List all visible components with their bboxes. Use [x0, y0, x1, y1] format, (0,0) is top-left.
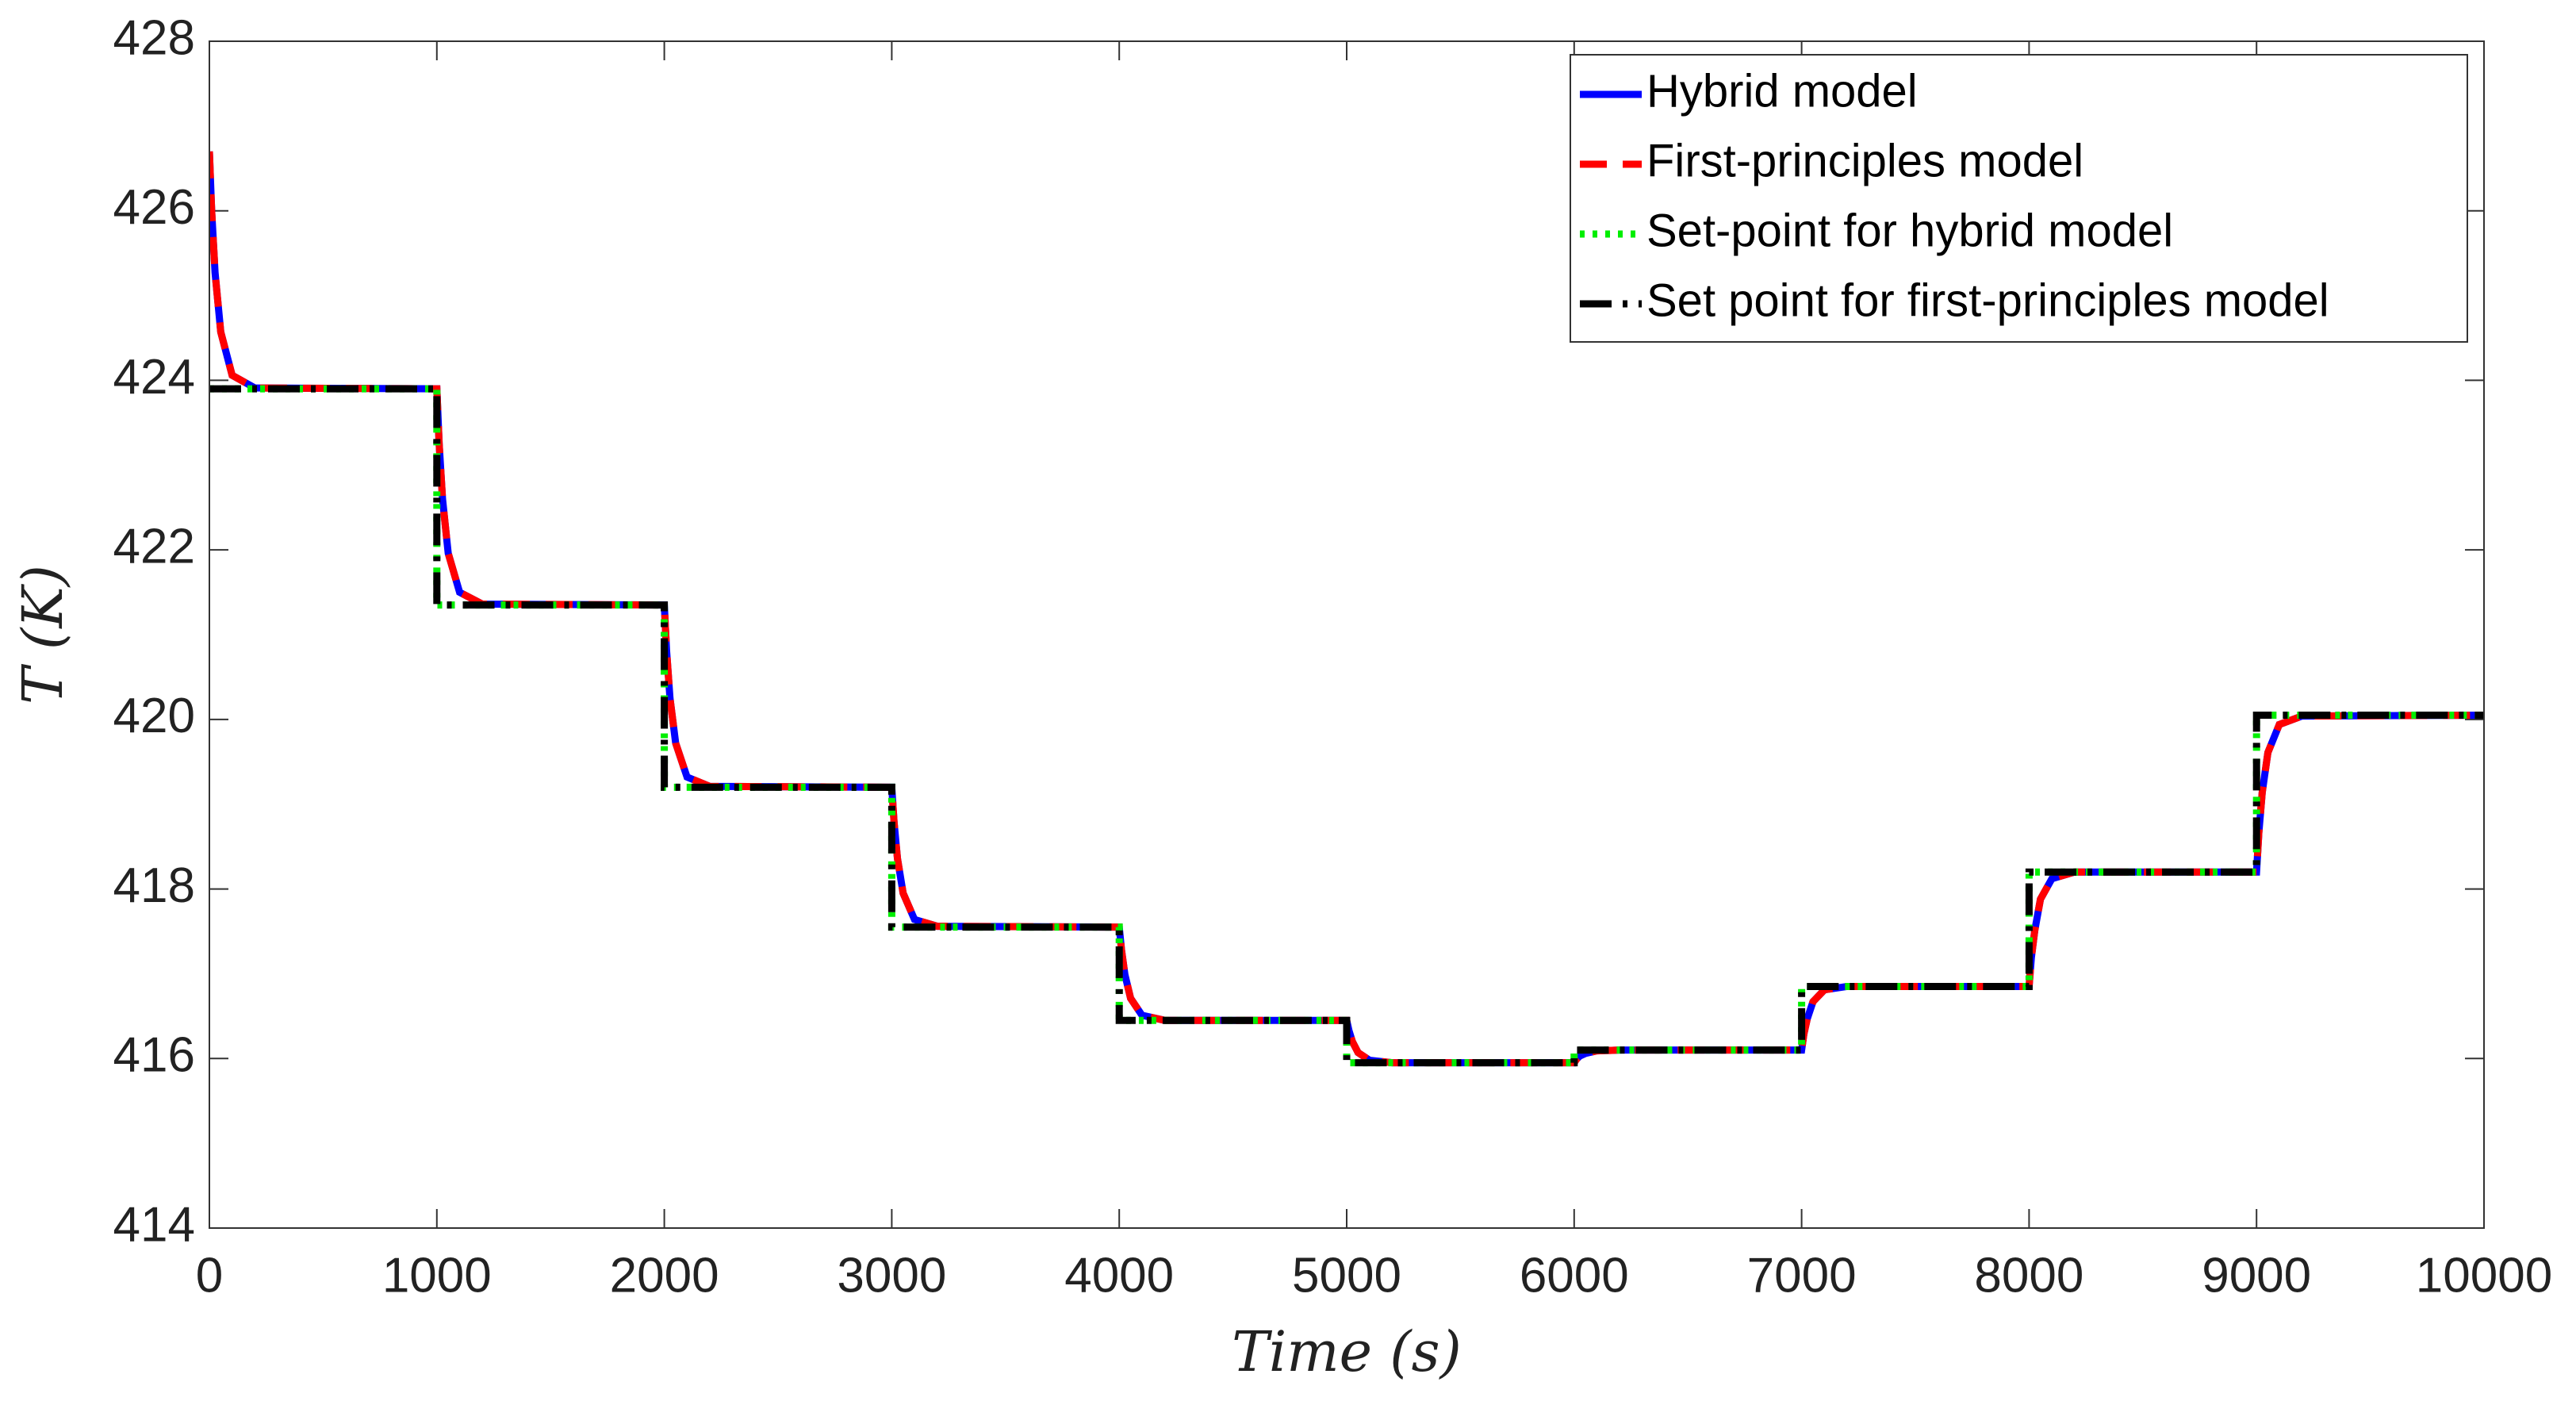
y-tick-label: 422: [113, 520, 195, 574]
y-tick-label: 420: [113, 689, 195, 743]
x-tick-label: 1000: [382, 1248, 492, 1303]
y-tick-label: 414: [113, 1197, 195, 1252]
x-tick-label: 4000: [1064, 1248, 1174, 1303]
x-tick-label: 3000: [837, 1248, 946, 1303]
plot-frame: [209, 40, 2485, 1229]
x-tick-label: 5000: [1292, 1248, 1401, 1303]
x-tick-label: 10000: [2416, 1248, 2552, 1303]
legend-label: Set point for first-principles model: [1646, 274, 2329, 326]
series-line: [209, 385, 2484, 1067]
legend-box: [1570, 54, 2468, 343]
legend-label: First-principles model: [1646, 135, 2083, 186]
x-tick-label: 8000: [1974, 1248, 2083, 1303]
y-tick-label: 418: [113, 858, 195, 913]
x-tick-label: 6000: [1520, 1248, 1629, 1303]
y-tick-label: 426: [113, 180, 195, 235]
x-axis-label: Time (s): [1232, 1319, 1462, 1384]
x-tick-label: 2000: [610, 1248, 719, 1303]
x-tick-label: 7000: [1747, 1248, 1857, 1303]
legend-label: Set-point for hybrid model: [1646, 205, 2173, 256]
legend-label: Hybrid model: [1646, 65, 1918, 117]
y-tick-label: 416: [113, 1028, 195, 1083]
y-axis-label: T (K): [10, 565, 75, 704]
y-tick-label: 428: [113, 10, 195, 65]
x-tick-label: 0: [196, 1248, 223, 1303]
x-tick-label: 9000: [2202, 1248, 2311, 1303]
y-tick-label: 424: [113, 350, 195, 405]
